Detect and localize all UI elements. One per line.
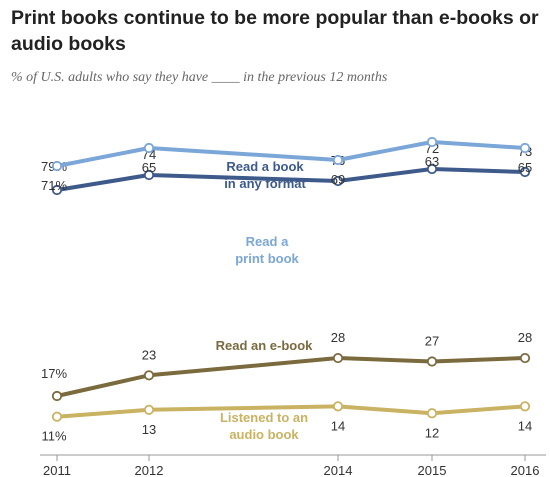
- series-label-line: Read a: [246, 234, 289, 249]
- series-label-line: in any format: [224, 176, 306, 191]
- data-point-2012: [143, 142, 155, 154]
- data-label-2015: 12: [425, 425, 439, 440]
- series-label: Read a print book: [235, 234, 299, 266]
- data-label-2011: 71%: [41, 178, 67, 193]
- data-point-2012: [143, 370, 155, 381]
- data-label-2016: 14: [518, 418, 532, 433]
- data-label-2012: 13: [142, 422, 156, 437]
- data-point-2015: [426, 408, 438, 419]
- data-point-2011: [51, 184, 63, 196]
- x-tick-label-2016: 2016: [511, 463, 540, 477]
- data-label-2012: 23: [142, 347, 156, 362]
- series-3: 17% 23 28 27 28 Read an e-book: [41, 330, 532, 402]
- data-point-2014: [332, 352, 344, 364]
- data-point-2011: [51, 390, 63, 402]
- data-point-2012: [143, 169, 155, 181]
- data-label-2014: 14: [331, 418, 345, 433]
- series-label-line: Read a book: [226, 159, 304, 174]
- data-label-2011: 17%: [41, 366, 67, 381]
- series-label: Listened to an audio book: [220, 410, 308, 442]
- x-tick-label-2015: 2015: [418, 463, 447, 477]
- data-point-2012: [143, 404, 155, 415]
- data-point-2016: [519, 401, 531, 412]
- data-label-2015: 63: [425, 154, 439, 169]
- series-label-line: print book: [235, 251, 299, 266]
- data-point-2015: [426, 136, 438, 148]
- data-label-2011: 11%: [41, 429, 66, 444]
- data-point-2016: [519, 166, 531, 178]
- data-label-2016: 65: [518, 160, 532, 175]
- data-point-2015: [426, 356, 438, 367]
- series-label: Read an e-book: [216, 338, 314, 353]
- data-point-2011: [51, 411, 63, 422]
- data-point-2014: [332, 154, 344, 166]
- series-label-line: Listened to an: [220, 410, 308, 425]
- series-label: Read a book in any format: [224, 159, 306, 191]
- data-label-2012: 65: [142, 160, 156, 175]
- series-label-line: Read an e-book: [216, 338, 314, 353]
- data-point-2014: [332, 401, 344, 412]
- x-tick-label-2011: 2011: [43, 463, 71, 477]
- x-tick-label-2012: 2012: [135, 463, 164, 477]
- data-label-2014: 28: [331, 330, 345, 345]
- data-point-2011: [51, 160, 63, 172]
- series-4: 11% 13 14 12 14 Listened to an audio book: [41, 401, 532, 444]
- x-tick-label-2014: 2014: [324, 463, 353, 477]
- chart-subtitle: % of U.S. adults who say they have ____ …: [11, 70, 388, 85]
- series-line: [56, 356, 526, 398]
- series-2: 71% 65 69 63 65 Read a print book: [41, 136, 532, 266]
- data-point-2014: [332, 175, 344, 187]
- data-label-2015: 27: [425, 334, 439, 349]
- data-point-2015: [426, 163, 438, 175]
- data-label-2016: 28: [518, 330, 532, 345]
- series-label-line: audio book: [229, 427, 299, 442]
- data-point-2016: [519, 352, 531, 364]
- data-point-2016: [519, 142, 531, 154]
- chart-title: Print books continue to be more popular …: [11, 7, 539, 55]
- data-label-2014: 69: [331, 172, 345, 187]
